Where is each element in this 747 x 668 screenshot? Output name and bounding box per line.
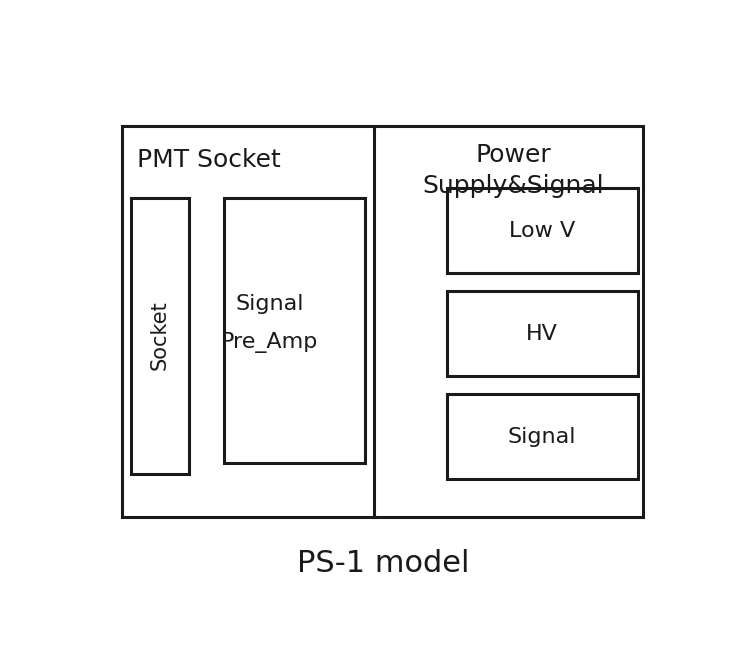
Bar: [447, 188, 638, 273]
Text: HV: HV: [526, 324, 558, 344]
Text: Signal: Signal: [236, 294, 304, 314]
Bar: [131, 198, 189, 474]
Text: Pre_Amp: Pre_Amp: [221, 332, 319, 353]
Text: Supply&Signal: Supply&Signal: [422, 174, 604, 198]
Bar: [447, 394, 638, 479]
Bar: [223, 198, 365, 464]
Text: PMT Socket: PMT Socket: [137, 148, 281, 172]
Text: Low V: Low V: [509, 221, 575, 241]
Text: Signal: Signal: [508, 427, 576, 447]
Bar: [447, 291, 638, 376]
Text: Power: Power: [475, 143, 551, 167]
Bar: [123, 126, 643, 517]
Text: Socket: Socket: [150, 300, 170, 369]
Text: PS-1 model: PS-1 model: [297, 549, 469, 578]
